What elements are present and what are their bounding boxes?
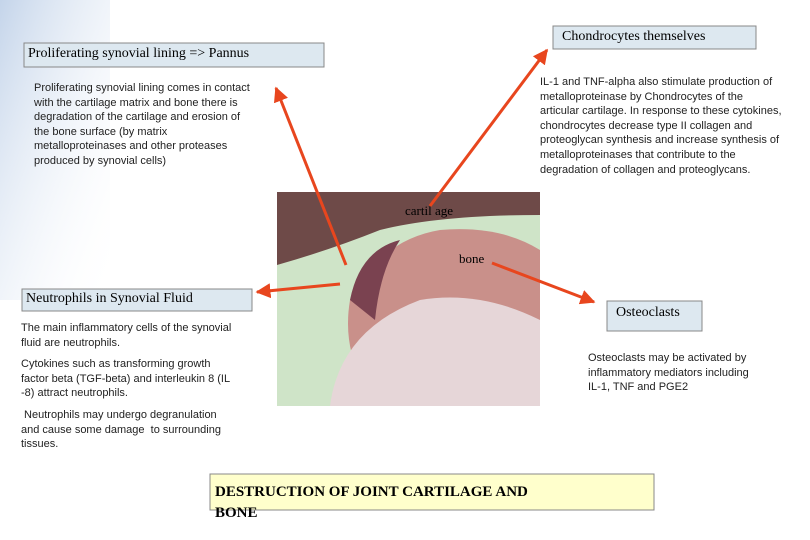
box [23,42,325,68]
text-line: with the cartilage matrix and bone there… [34,96,238,109]
box [21,288,253,312]
text-line: and cause some damage to surrounding [21,423,221,436]
arrows [255,48,596,305]
box-title: Chondrocytes themselves [562,29,706,44]
histology-image [277,192,540,406]
box-title: Osteoclasts [616,305,680,320]
text-line: metalloproteinases that contribute to th… [540,149,736,161]
text-line: proteoglycan synthesis and increase synt… [540,134,780,147]
text-line: chondrocytes decrease type II collagen a… [540,119,753,132]
image-label: bone [459,251,485,266]
text-line: degradation of collagen and proteoglycan… [540,163,751,176]
text-line: articular cartilage. In response to thes… [540,105,782,118]
text-line: -8) attract neutrophils. [21,387,128,400]
box-title: Neutrophils in Synovial Fluid [26,291,193,306]
text-line: inflammatory mediators including [588,366,749,379]
text-line: IL-1, TNF and PGE2 [588,381,689,394]
text-line: tissues. [21,438,59,451]
text-line: fluid are neutrophils. [21,336,121,349]
text-line: factor beta (TGF-beta) and interleukin 8… [21,372,231,385]
text-line: Cytokines such as transforming growth [21,358,211,370]
text-line: the bone surface (by matrix [34,125,168,138]
box [606,300,703,332]
text-line: degradation of the cartilage and erosion… [34,111,241,124]
text-line: Neutrophils may undergo degranulation [21,409,217,421]
text-line: Osteoclasts may be activated by [588,352,747,364]
image-label: cartil age [405,203,453,218]
text-line: metalloproteinase by Chondrocytes of the [540,90,744,103]
text-line: IL-1 and TNF-alpha also stimulate produc… [540,76,773,88]
box [552,25,757,50]
text-line: BONE [215,505,258,521]
text-line: produced by synovial cells) [34,155,167,167]
text-line: DESTRUCTION OF JOINT CARTILAGE AND [215,484,528,500]
box [209,473,655,511]
text-line: The main inflammatory cells of the synov… [21,322,232,334]
box-title: Proliferating synovial lining => Pannus [28,46,250,61]
text-line: metalloproteinases and other proteases [34,140,228,153]
text-line: Proliferating synovial lining comes in c… [34,82,250,94]
